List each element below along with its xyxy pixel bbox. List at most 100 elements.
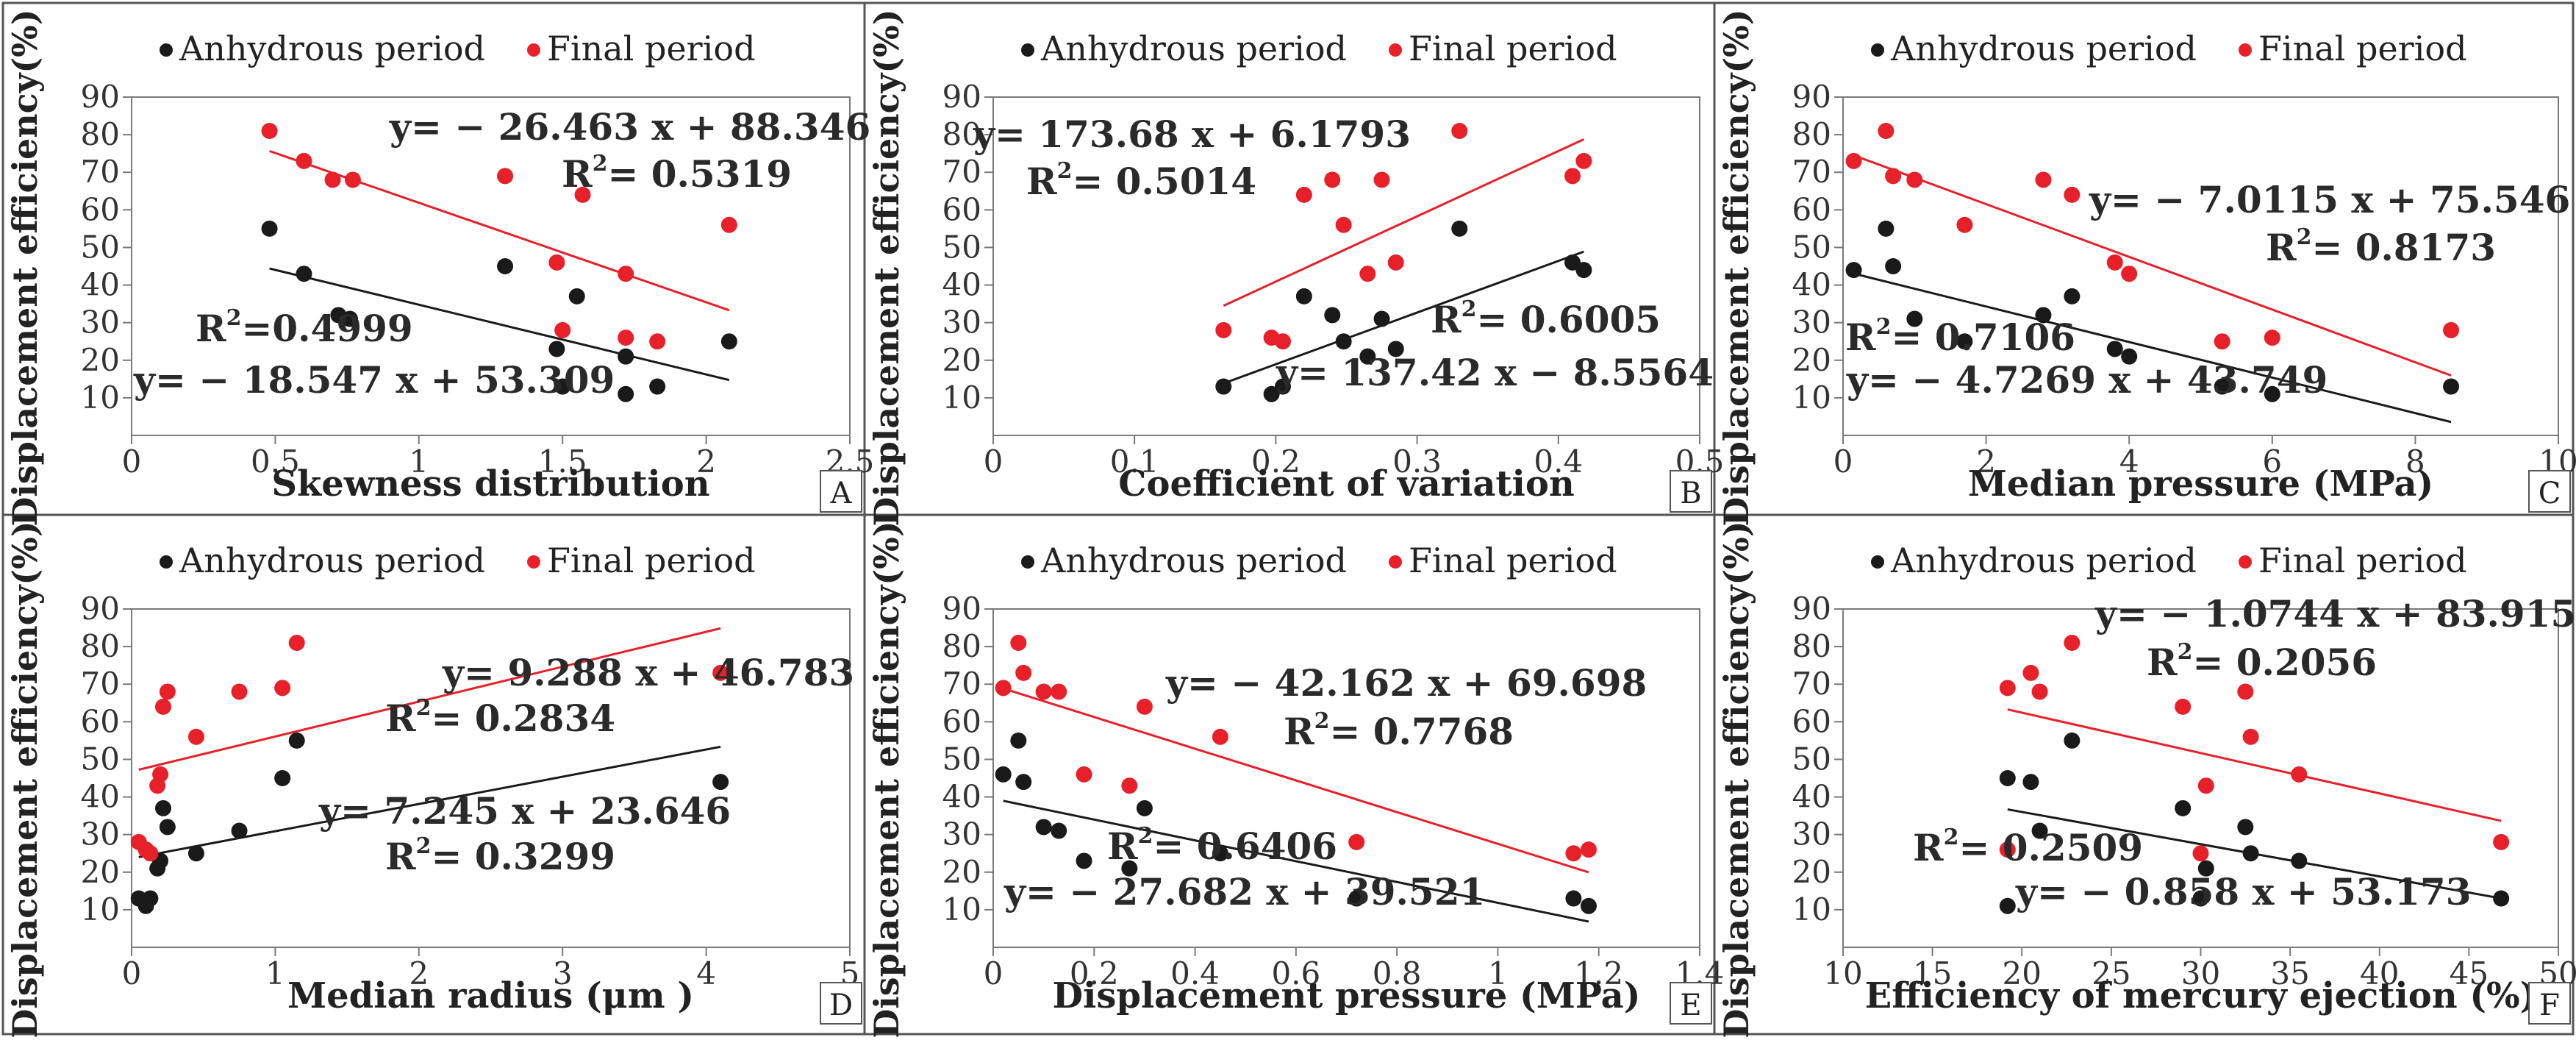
fit-equation-final: y= 173.68 x + 6.1793 xyxy=(973,113,1411,156)
point-anhydrous xyxy=(712,774,729,791)
point-final xyxy=(1999,680,2016,697)
legend-marker-final xyxy=(527,43,540,57)
x-tick-label: 0.2 xyxy=(1070,955,1119,991)
point-final xyxy=(574,186,591,203)
y-tick-label: 70 xyxy=(81,666,120,702)
legend: Anhydrous period Final period xyxy=(1021,541,1617,580)
y-tick-label: 30 xyxy=(1792,816,1831,852)
y-tick-label: 80 xyxy=(81,628,120,664)
r2-anhydrous: R2= 0.7106 xyxy=(1845,314,2075,359)
point-final xyxy=(618,330,634,346)
point-anhydrous xyxy=(618,348,634,365)
r2-value: = 0.6005 xyxy=(1476,298,1661,341)
r2-value: = 0.8173 xyxy=(2311,226,2496,269)
y-tick-label: 60 xyxy=(942,191,981,227)
point-anhydrous xyxy=(1575,262,1592,279)
y-tick-label: 50 xyxy=(1792,229,1831,265)
y-tick-label: 40 xyxy=(81,779,120,815)
r2-label: R xyxy=(1026,160,1057,203)
x-tick-label: 0.6 xyxy=(1271,955,1320,991)
x-tick-label: 0.2 xyxy=(1251,444,1300,480)
fit-line-anhydrous xyxy=(1853,272,2452,424)
point-final xyxy=(1215,321,1232,338)
y-tick-label: 60 xyxy=(1792,703,1831,739)
point-final xyxy=(2035,171,2052,188)
point-final xyxy=(288,635,305,651)
y-tick-label: 40 xyxy=(1792,267,1831,303)
point-final xyxy=(2264,330,2280,346)
y-tick-label: 20 xyxy=(81,342,120,378)
point-final xyxy=(1121,777,1138,794)
point-anhydrous xyxy=(1275,378,1292,395)
legend-marker-anhydrous xyxy=(1021,43,1034,57)
point-anhydrous xyxy=(618,385,634,402)
point-anhydrous xyxy=(2064,732,2081,749)
fit-equation-final: y= − 42.162 x + 69.698 xyxy=(1165,661,1647,705)
y-tick-label: 50 xyxy=(81,229,120,265)
y-tick-label: 50 xyxy=(1792,741,1831,777)
point-anhydrous xyxy=(2264,385,2280,402)
legend-marker-anhydrous xyxy=(1871,555,1884,569)
fit-line-anhydrous xyxy=(269,267,730,382)
y-tick-label: 40 xyxy=(81,267,120,303)
legend-label-final: Final period xyxy=(1409,29,1617,68)
y-tick-label: 30 xyxy=(81,816,120,852)
r2-superscript: 2 xyxy=(1057,158,1073,184)
point-anhydrous xyxy=(1136,799,1153,816)
r2-superscript: 2 xyxy=(226,305,242,331)
legend-marker-final xyxy=(527,555,540,569)
plot-area xyxy=(992,96,1700,436)
x-tick-label: 1.5 xyxy=(538,444,587,480)
legend-marker-final xyxy=(2239,555,2252,569)
point-final xyxy=(1451,123,1468,139)
fit-equation-anhydrous: y= − 4.7269 x + 43.749 xyxy=(1846,358,2328,402)
point-final xyxy=(720,216,737,233)
x-tick-label: 0 xyxy=(984,955,1003,991)
legend-marker-anhydrous xyxy=(1021,555,1034,569)
y-tick-label: 30 xyxy=(1792,304,1831,341)
point-final xyxy=(1999,841,2016,858)
point-anhydrous xyxy=(2022,774,2039,791)
y-tick-label: 50 xyxy=(942,229,981,265)
point-final xyxy=(2214,333,2230,350)
point-final xyxy=(1878,123,1895,139)
plot-area xyxy=(131,96,851,436)
panel-letter: C xyxy=(2539,477,2561,510)
point-final xyxy=(154,698,171,715)
r2-superscript: 2 xyxy=(416,695,432,721)
x-tick-label: 15 xyxy=(1913,955,1952,991)
legend-label-anhydrous: Anhydrous period xyxy=(1040,29,1347,68)
point-final xyxy=(187,728,204,745)
point-final xyxy=(649,333,666,350)
panel-letter-box xyxy=(2528,982,2571,1025)
x-tick-label: 30 xyxy=(2181,955,2220,991)
fit-equation-final: y= − 1.0744 x + 83.915 xyxy=(2094,592,2576,635)
r2-superscript: 2 xyxy=(1876,314,1892,340)
point-final xyxy=(1373,171,1390,188)
r2-superscript: 2 xyxy=(2178,639,2193,665)
r2-superscript: 2 xyxy=(1461,296,1477,322)
y-tick-label: 60 xyxy=(81,703,120,739)
y-tick-label: 60 xyxy=(81,191,120,227)
point-anhydrous xyxy=(995,766,1012,783)
x-tick-label: 0.5 xyxy=(251,444,300,480)
fit-equation-anhydrous: y= − 18.547 x + 53.309 xyxy=(133,358,615,402)
r2-label: R xyxy=(1284,710,1314,753)
y-tick-label: 80 xyxy=(942,116,981,152)
panel-letter-box xyxy=(820,470,862,513)
legend-marker-anhydrous xyxy=(160,555,173,569)
legend-label-final: Final period xyxy=(547,29,756,68)
r2-anhydrous: R2= 0.6406 xyxy=(1107,823,1337,868)
point-final xyxy=(1136,698,1153,715)
plot-area xyxy=(1842,96,2559,436)
fit-equation-final: y= − 26.463 x + 88.346 xyxy=(389,105,870,149)
r2-value: = 0.2056 xyxy=(2192,641,2377,684)
point-anhydrous xyxy=(720,333,737,350)
point-final xyxy=(2064,635,2081,651)
y-tick-label: 10 xyxy=(81,891,120,927)
x-tick-label: 35 xyxy=(2270,955,2309,991)
y-tick-label: 30 xyxy=(81,304,120,341)
